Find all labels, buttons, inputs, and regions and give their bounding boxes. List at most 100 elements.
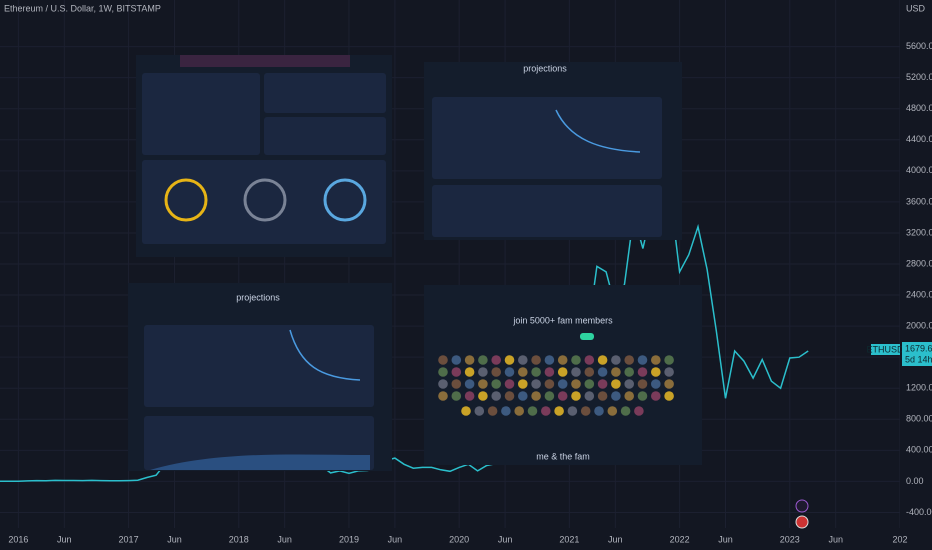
avatar	[478, 379, 488, 389]
avatar	[571, 379, 581, 389]
x-tick-label: 2021	[559, 534, 579, 544]
avatar	[624, 379, 634, 389]
avatar	[464, 367, 475, 377]
avatar	[464, 391, 475, 401]
avatar	[491, 367, 502, 377]
avatar	[544, 379, 555, 389]
avatar	[611, 367, 621, 377]
x-tick-label: Jun	[57, 534, 72, 544]
avatar	[624, 391, 634, 401]
gauge	[243, 178, 287, 222]
y-tick-label: 5600.00	[906, 41, 932, 51]
avatar	[504, 367, 515, 377]
x-tick-label: 202	[892, 534, 907, 544]
avatar	[544, 355, 555, 365]
avatar	[651, 355, 661, 365]
y-tick-label: 5200.00	[906, 72, 932, 82]
y-tick-label: 1200.00	[906, 383, 932, 393]
avatar	[620, 406, 631, 416]
avatar	[624, 355, 634, 365]
avatar	[611, 391, 621, 401]
avatar	[664, 391, 674, 401]
avatar	[597, 355, 608, 365]
event-icon[interactable]	[795, 515, 809, 529]
y-unit: USD	[906, 3, 926, 13]
x-tick-label: 2023	[780, 534, 800, 544]
avatar	[580, 406, 591, 416]
avatar	[451, 355, 462, 365]
avatar	[531, 391, 541, 401]
avatar	[584, 391, 595, 401]
avatar	[557, 367, 568, 377]
avatar	[544, 391, 555, 401]
x-tick-label: Jun	[718, 534, 733, 544]
y-tick-label: 800.00	[906, 414, 932, 424]
avatar	[438, 355, 448, 365]
avatar	[651, 367, 661, 377]
x-tick-label: 2019	[339, 534, 359, 544]
y-tick-label: 2000.00	[906, 320, 932, 330]
y-axis-panel	[900, 0, 932, 550]
image-curve	[555, 109, 641, 153]
avatar	[637, 355, 648, 365]
avatar	[451, 391, 462, 401]
avatar	[607, 406, 618, 416]
annotation: join 5000+ fam members	[512, 315, 613, 325]
y-tick-label: 3600.00	[906, 196, 932, 206]
chart-title: Ethereum / U.S. Dollar, 1W, BITSTAMP	[4, 3, 161, 13]
countdown: 5d 14h	[905, 354, 932, 364]
annotation: projections	[523, 63, 567, 73]
avatar	[544, 367, 555, 377]
image-card	[144, 325, 374, 407]
image-card	[432, 185, 662, 237]
avatar	[491, 379, 502, 389]
avatar	[584, 379, 595, 389]
x-tick-label: 2020	[449, 534, 469, 544]
avatar	[557, 391, 568, 401]
avatar	[518, 355, 528, 365]
image-curve	[289, 329, 361, 381]
avatar	[478, 367, 488, 377]
avatar	[651, 391, 661, 401]
avatar	[504, 355, 515, 365]
y-tick-label: 4800.00	[906, 103, 932, 113]
avatar	[571, 367, 581, 377]
avatar	[634, 406, 644, 416]
avatar	[594, 406, 604, 416]
image-card	[432, 97, 662, 179]
avatar	[451, 367, 462, 377]
avatar	[584, 355, 595, 365]
image-glow	[180, 55, 350, 67]
avatar	[501, 406, 511, 416]
x-tick-label: Jun	[388, 534, 403, 544]
avatar	[527, 406, 538, 416]
avatar	[611, 379, 621, 389]
avatar	[491, 355, 502, 365]
y-tick-label: 4400.00	[906, 134, 932, 144]
avatar	[464, 379, 475, 389]
avatar	[474, 406, 485, 416]
avatar	[557, 355, 568, 365]
event-icon[interactable]	[795, 499, 809, 513]
x-tick-label: Jun	[167, 534, 182, 544]
avatar	[451, 379, 462, 389]
x-tick-label: Jun	[498, 534, 513, 544]
y-tick-label: 2400.00	[906, 289, 932, 299]
x-tick-label: 2018	[229, 534, 249, 544]
image-card	[264, 73, 386, 113]
avatar	[597, 367, 608, 377]
avatar	[611, 355, 621, 365]
avatar	[664, 379, 674, 389]
y-tick-label: -400.00	[906, 507, 932, 517]
y-tick-label: 0.00	[906, 476, 924, 486]
symbol-label: ETHUSD	[866, 344, 904, 354]
gauge	[164, 178, 208, 222]
image-card	[142, 73, 260, 155]
x-tick-label: 2022	[670, 534, 690, 544]
avatar	[651, 379, 661, 389]
avatar	[637, 391, 648, 401]
avatar-grid	[438, 355, 674, 416]
avatar	[567, 406, 578, 416]
avatar	[624, 367, 634, 377]
